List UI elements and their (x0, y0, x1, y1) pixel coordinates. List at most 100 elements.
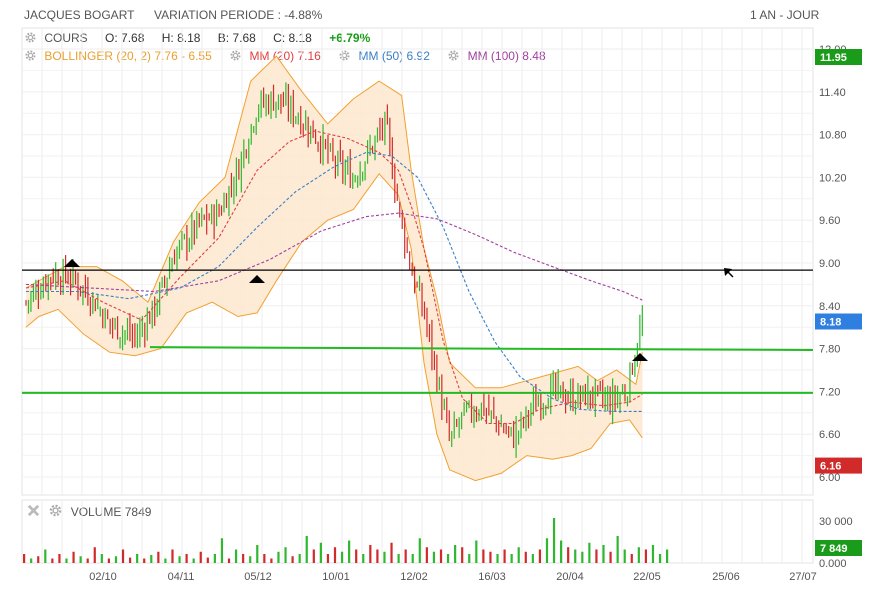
volume-bar (79, 556, 82, 563)
volume-bar (270, 558, 273, 563)
x-tick-label: 10/01 (322, 571, 350, 583)
volume-bar (164, 558, 167, 563)
volume-bar (658, 554, 662, 563)
drawn-lines (22, 259, 814, 394)
bollinger-legend-item[interactable]: BOLLINGER (20, 2) 7.76 - 6.55 (24, 49, 212, 63)
price-badge-bg (815, 49, 862, 65)
trend-line (149, 346, 814, 352)
volume-bar (107, 558, 110, 563)
volume-bar (524, 551, 527, 563)
volume-tick-label: 0.000 (819, 558, 847, 570)
volume-bar (383, 551, 386, 563)
volume-bar (256, 545, 259, 563)
volume-bar (602, 545, 605, 563)
mm20-line (25, 130, 643, 425)
volume-bar (623, 549, 626, 563)
volume-bar (157, 551, 160, 563)
volume-bar (298, 554, 301, 563)
volume-bar (121, 549, 125, 563)
x-tick-label: 04/11 (168, 571, 195, 583)
chart-axes: 12.0011.4010.8010.209.609.008.407.807.20… (89, 44, 862, 583)
volume-bar (489, 551, 492, 563)
volume-bar (425, 547, 428, 563)
bollinger-lower (25, 173, 643, 482)
mm100-label: MM (100) (467, 49, 519, 63)
y-tick-label: 9.00 (819, 258, 840, 270)
volume-bar (355, 549, 358, 563)
volume-bar (369, 545, 372, 563)
volume-bar (644, 549, 648, 563)
gear-icon[interactable] (48, 503, 63, 518)
volume-bar (65, 558, 68, 563)
arrow-head (724, 268, 732, 276)
bollinger-upper (25, 55, 643, 389)
arrow-head (64, 259, 80, 267)
period-variation: VARIATION PERIODE : -4.88% (154, 8, 323, 22)
arrow-marker (64, 259, 80, 267)
cours-label: COURS (44, 31, 88, 45)
cours-legend-item[interactable]: COURS (24, 31, 88, 45)
volume-bar (461, 547, 464, 563)
volume-bar (538, 549, 542, 563)
gear-icon[interactable] (229, 49, 242, 62)
mm20-label: MM (20) (249, 49, 295, 63)
high-value: H: 8.18 (161, 31, 201, 45)
y-tick-label: 7.80 (819, 344, 840, 356)
volume-bar (44, 549, 47, 563)
volume-bar (574, 549, 577, 563)
volume-bar (150, 554, 153, 563)
volume-bar (199, 551, 202, 563)
volume-bar (397, 554, 400, 563)
volume-bar (93, 547, 96, 563)
volume-value: 7849 (124, 505, 152, 519)
volume-bar (136, 554, 139, 563)
price-badge-label: 6.16 (820, 461, 841, 473)
volume-bar (227, 558, 231, 563)
mm20-value: 7.16 (297, 49, 321, 63)
price-badge-label: 8.18 (820, 316, 841, 328)
mm50-legend-item[interactable]: MM (50) 6.92 (338, 49, 430, 63)
volume-bar (37, 556, 40, 563)
volume-bar (100, 554, 103, 563)
volume-bar (326, 554, 330, 563)
volume-bar (277, 551, 280, 563)
volume-bar (390, 542, 393, 563)
open-value: O: 7.68 (105, 31, 145, 45)
volume-bar (30, 558, 33, 563)
close-icon[interactable] (26, 503, 41, 518)
volume-tick-label: 30 000 (819, 516, 853, 528)
gear-icon[interactable] (24, 31, 37, 44)
price-badge: 11.95 (815, 49, 862, 65)
volume-bar (637, 547, 640, 563)
y-tick-label: 6.00 (819, 472, 840, 484)
volume-bar (651, 545, 655, 563)
gear-icon[interactable] (24, 49, 37, 62)
instrument-name: JACQUES BOGART (24, 8, 135, 22)
gear-icon[interactable] (338, 49, 351, 62)
volume-bar (192, 558, 195, 563)
y-tick-label: 6.60 (819, 429, 840, 441)
mm50-value: 6.92 (406, 49, 430, 63)
x-tick-label: 16/03 (478, 571, 506, 583)
volume-bar (446, 554, 450, 563)
volume-bar (114, 556, 118, 563)
y-tick-label: 10.20 (819, 172, 847, 184)
volume-bar (178, 556, 181, 563)
mm100-value: 8.48 (522, 49, 546, 63)
mm100-legend-item[interactable]: MM (100) 8.48 (447, 49, 546, 63)
volume-badge-bg (815, 540, 862, 556)
x-tick-label: 02/10 (89, 571, 117, 583)
period-selector[interactable]: 1 AN - JOUR (750, 8, 820, 22)
volume-bar (468, 554, 471, 563)
volume-bar (362, 554, 365, 563)
volume-bar (312, 549, 315, 563)
mm20-legend-item[interactable]: MM (20) 7.16 (229, 49, 321, 63)
volume-bar (305, 536, 308, 563)
volume-bar (376, 549, 379, 563)
volume-bar (581, 551, 584, 563)
price-legend: COURS O: 7.68 H: 8.18 B: 7.68 C: 8.18 +6… (24, 31, 384, 45)
gear-icon[interactable] (447, 49, 460, 62)
price-panel-frame (21, 27, 814, 496)
y-tick-label: 10.80 (819, 130, 847, 142)
